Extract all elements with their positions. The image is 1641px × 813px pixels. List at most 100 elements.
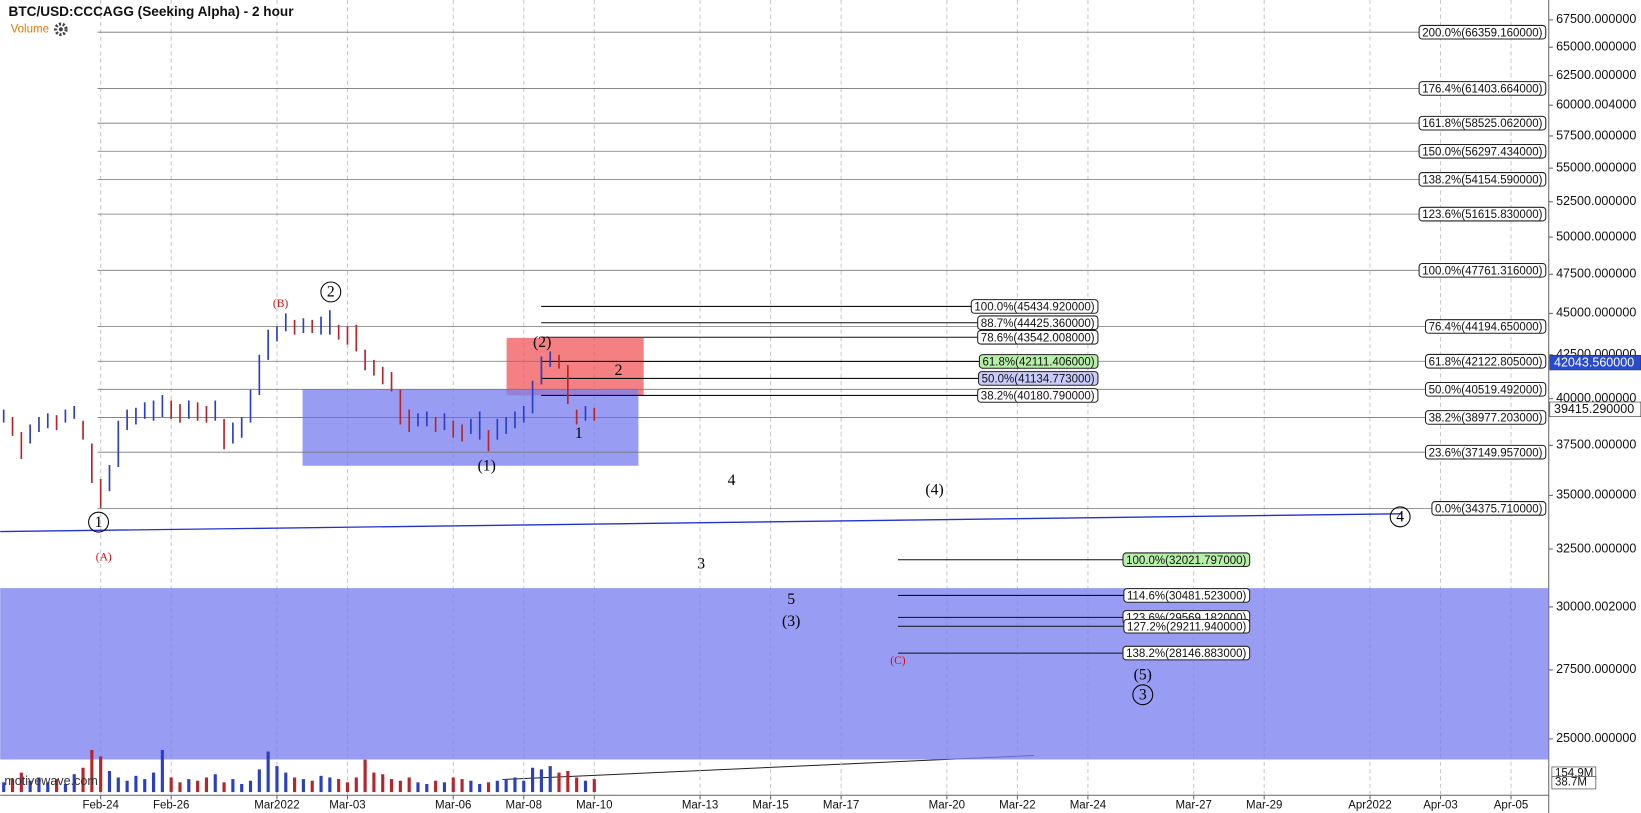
gear-center [58,27,63,32]
wave-label: 2 [327,284,335,301]
wave-circle [320,281,342,303]
fib-label: 50.0%(40519.492000) [1429,384,1543,396]
volume-bar [107,770,112,793]
wave-circle [1132,684,1154,706]
volume-label-box [1551,776,1597,790]
x-tick-label: Mar2022 [254,800,299,812]
volume-bar [10,779,15,793]
x-tick-label: Feb-24 [82,800,119,812]
fib-label: 76.4%(44194.650000) [1429,322,1543,334]
wave-label: (3) [782,613,800,630]
x-tick-label: Mar-03 [329,800,365,812]
fib-label: 138.2%(28146.883000) [1126,648,1246,660]
volume-bar [310,780,314,793]
fib-label-box [1424,410,1547,425]
volume-bar [213,774,217,793]
volume-bar [125,780,129,793]
wave-label: 4 [1396,509,1404,526]
volume-bar [539,769,543,793]
fib-label: 100.0%(32021.797000) [1126,555,1246,567]
wave-circle [1389,506,1411,528]
zone [506,337,644,396]
y-tick-label: 47500.000000 [1556,267,1636,281]
volume-bar [486,782,491,793]
x-tick-label: Mar-13 [682,800,718,812]
fib-label: 88.7%(44425.360000) [981,318,1095,330]
fib-label-box [1418,115,1547,131]
y-tick-label: 62500.000000 [1556,68,1636,82]
wave-label: 2 [615,362,623,379]
volume-bar [72,774,76,793]
volume-bar [495,780,499,793]
volume-bar [284,772,288,793]
volume-bar [398,780,402,793]
fib-label-box [1418,172,1547,187]
x-tick-label: Mar-24 [1070,800,1107,812]
x-tick-label: Mar-08 [506,800,542,812]
fib-label-box [978,354,1099,369]
fib-label-box [1424,319,1547,334]
chart-title: BTC/USD:CCCAGG (Seeking Alpha) - 2 hour [9,4,295,19]
fib-label: 114.6%(30481.523000) [1127,590,1247,602]
y-tick-label: 65000.000000 [1556,40,1636,54]
volume-bar [557,772,561,793]
volume-bar [337,779,341,793]
volume-bar [416,782,420,793]
volume-bar [231,779,235,793]
volume-bar [522,780,526,793]
volume-bar [531,767,535,793]
zone [0,588,1549,760]
wave-label: 3 [1139,686,1147,703]
x-tick-label: Mar-06 [435,800,471,812]
watermark: motivewave.com [4,774,97,788]
fib-label: 176.4%(61403.664000) [1422,83,1542,95]
fib-label-box [978,371,1099,386]
trend-line [0,513,1403,533]
volume-bar [566,770,570,793]
volume-bar [469,780,473,793]
wave-label: (1) [478,457,496,474]
volume-bar [63,783,67,793]
wave-label: (B) [273,298,289,310]
volume-bar [592,779,596,793]
y-tick-label: 55000.000000 [1556,160,1636,174]
fib-label: 100.0%(45434.920000) [974,302,1094,314]
y-tick-label: 27500.000000 [1556,662,1636,676]
volume-bar [37,777,41,793]
fib-label-box [1418,24,1547,40]
volume-bar [196,780,200,793]
volume-bar [407,777,411,793]
price-marker-label: 42043.560000 [1554,355,1634,369]
y-tick-label: 35000.000000 [1556,488,1636,502]
fib-label-box [1431,501,1547,516]
x-tick-label: Mar-22 [999,800,1035,812]
volume-bar [2,782,6,793]
volume-bar [293,777,297,793]
fib-label-box [1418,143,1547,159]
fib-label-box [977,329,1099,345]
y-tick-label: 67500.000000 [1556,12,1636,26]
volume-bar [160,749,164,793]
volume-bar [90,749,94,793]
fib-label: 38.2%(40180.790000) [981,390,1095,402]
volume-bar [478,783,482,793]
volume-bar [187,779,191,793]
volume-bar [204,777,209,793]
volume-bar [389,779,394,793]
y-tick-label: 30000.002000 [1556,599,1636,613]
volume-bar [548,766,552,793]
fib-label-box [977,388,1099,403]
fib-label: 123.6%(51615.830000) [1422,209,1542,221]
wave-label: 5 [787,591,795,608]
fib-label: 161.8%(58525.062000) [1422,118,1542,130]
price-marker-label: 39415.290000 [1554,402,1634,416]
volume-bar [442,782,447,793]
volume-bar [275,766,279,793]
fib-label-box [977,315,1099,331]
volume-bar [99,756,103,793]
wave-label: 3 [697,556,705,573]
settings-icon[interactable] [54,22,68,37]
